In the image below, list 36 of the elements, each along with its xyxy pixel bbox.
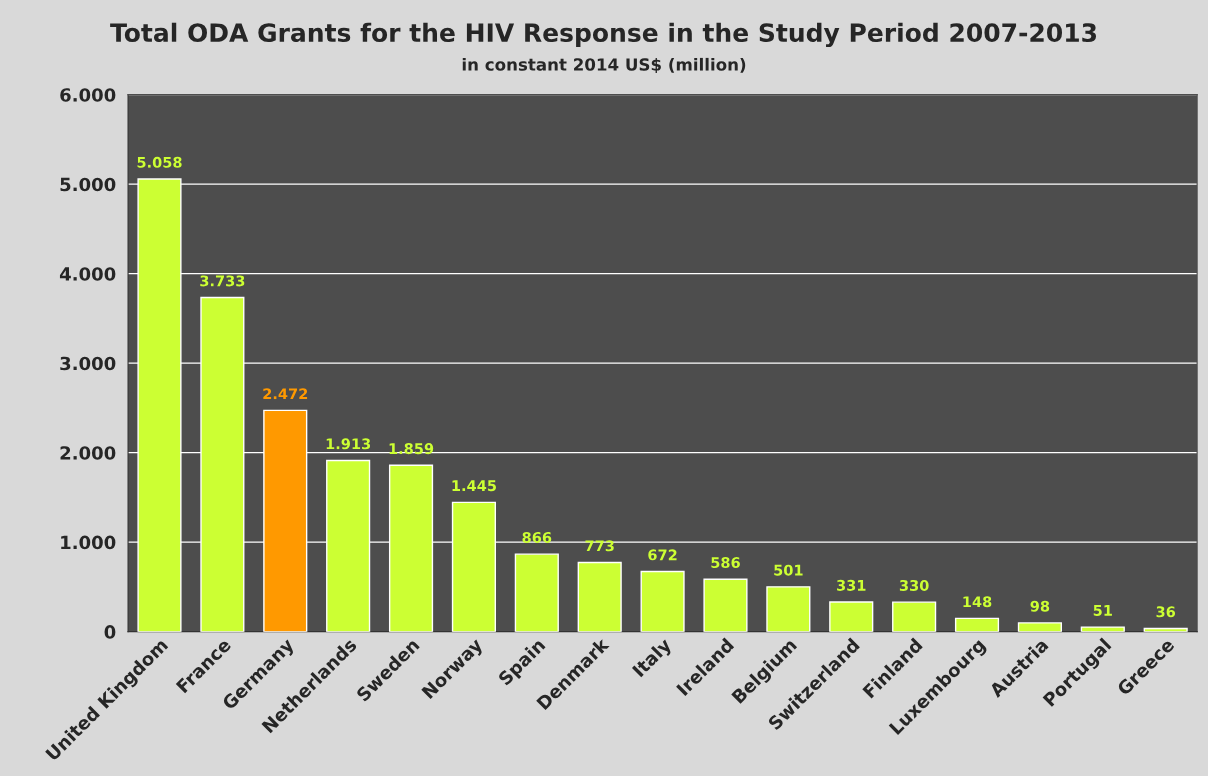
data-label: 1.859 xyxy=(389,443,434,455)
data-label: 331 xyxy=(837,579,866,591)
y-tick-label: 2.000 xyxy=(60,446,116,460)
data-label: 148 xyxy=(963,596,992,608)
data-label: 586 xyxy=(711,557,740,569)
data-label: 5.058 xyxy=(137,156,182,168)
data-label: 1.913 xyxy=(326,438,371,450)
data-label: 51 xyxy=(1093,605,1112,616)
bar xyxy=(766,586,811,632)
data-label: 3.733 xyxy=(200,275,245,287)
chart-subtitle: in constant 2014 US$ (million) xyxy=(462,57,746,74)
data-label: 2.472 xyxy=(263,388,308,400)
bar xyxy=(892,601,937,632)
data-label: 501 xyxy=(774,564,803,576)
bar xyxy=(514,553,559,632)
y-tick-label: 4.000 xyxy=(59,267,116,281)
y-tick-label: 1.000 xyxy=(61,535,116,550)
data-label: 98 xyxy=(1030,600,1050,612)
data-label: 866 xyxy=(522,531,552,543)
bar xyxy=(577,561,622,632)
data-label: 330 xyxy=(899,579,929,591)
y-tick-label: 3.000 xyxy=(60,356,116,371)
y-tick-label: 0 xyxy=(104,625,116,639)
data-label: 672 xyxy=(648,549,677,561)
bar xyxy=(640,570,685,632)
bar xyxy=(829,601,874,632)
y-tick-label: 5.000 xyxy=(60,177,116,192)
bar xyxy=(1017,622,1062,632)
bar xyxy=(1080,626,1125,632)
bar xyxy=(703,578,748,632)
y-tick-label: 6.000 xyxy=(60,88,116,102)
data-label: 773 xyxy=(585,540,614,552)
data-label: 36 xyxy=(1156,606,1176,618)
data-label: 1.445 xyxy=(452,480,496,492)
chart-title: Total ODA Grants for the HIV Response in the Study Period 2007-2013 xyxy=(110,22,1097,48)
bar xyxy=(954,617,1000,632)
